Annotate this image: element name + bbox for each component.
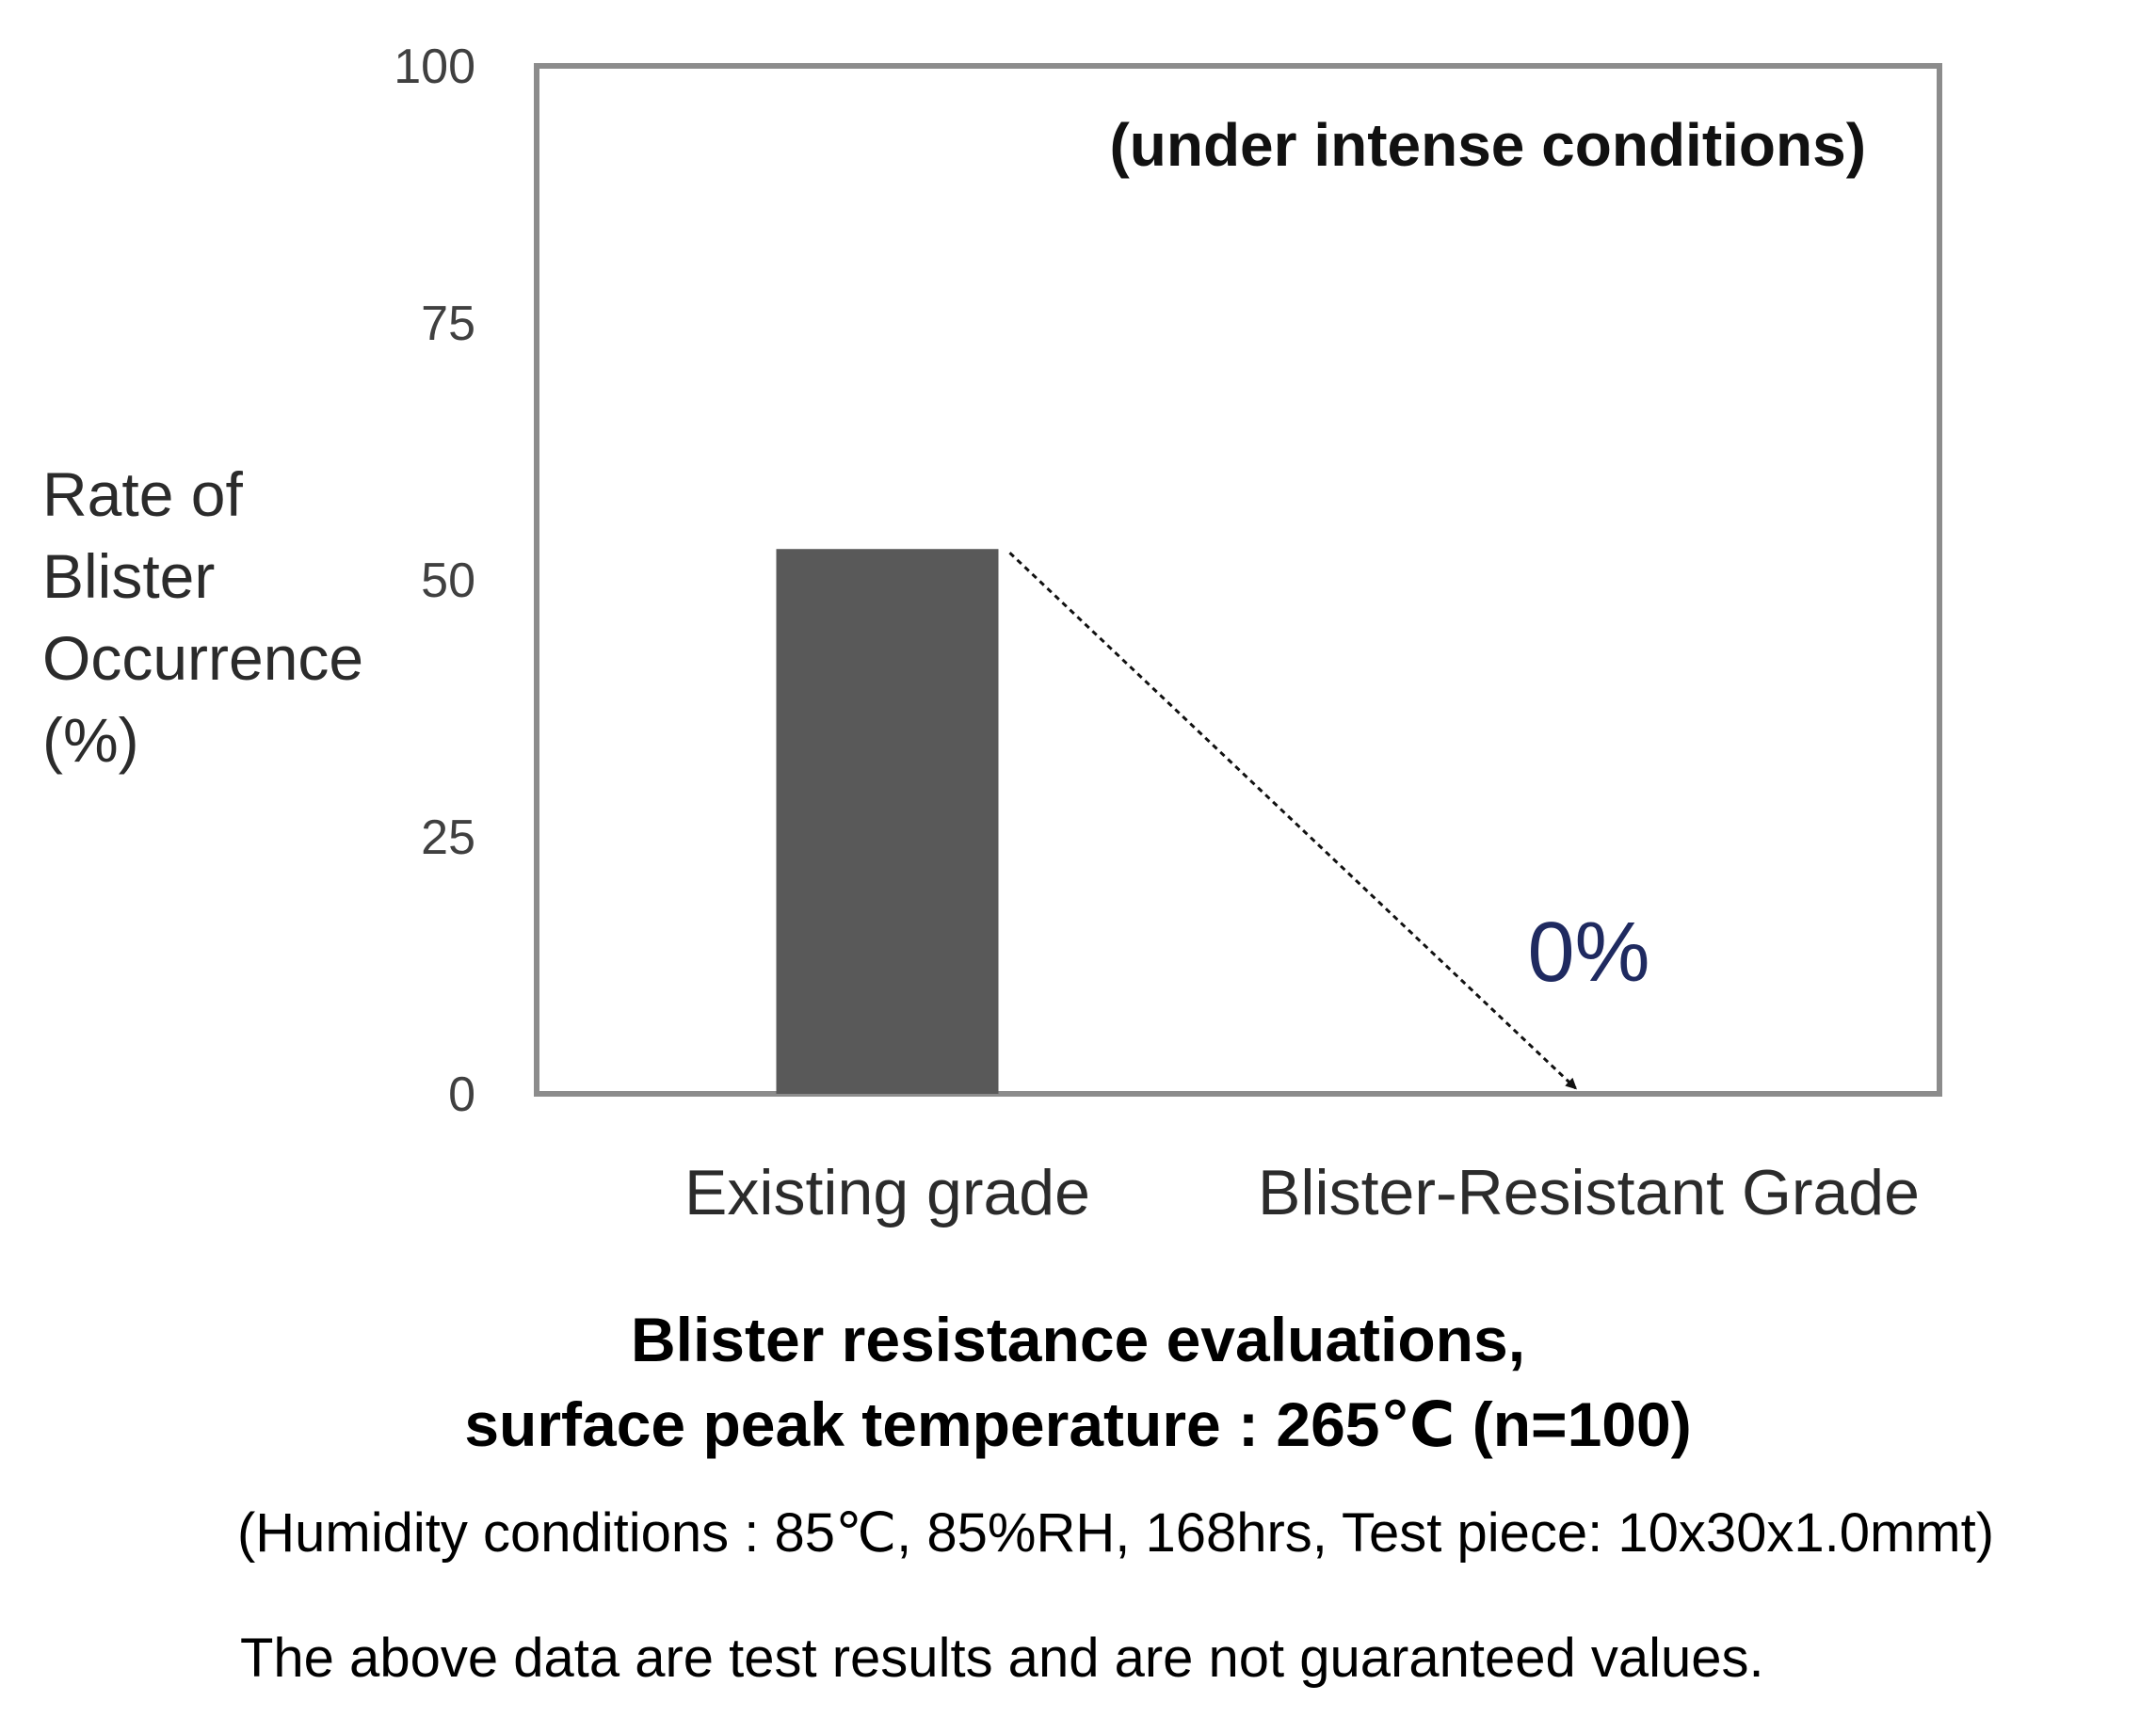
data-labels: 0% [1527, 906, 1649, 1000]
category-labels: Existing grade Blister-Resistant Grade [684, 1157, 1920, 1228]
y-tick-label: 50 [421, 554, 475, 608]
annotation: (under intense conditions) [1109, 111, 1866, 179]
plot-frame [534, 63, 1942, 1097]
y-tick-label: 75 [421, 297, 475, 351]
chart-title: Blister resistance evaluations, surface … [0, 1297, 2156, 1467]
data-label: 0% [1527, 906, 1649, 1000]
y-axis-label: Rate of Blister Occurrence (%) [42, 459, 363, 775]
y-axis-label-line: Blister [42, 541, 215, 611]
category-label: Blister-Resistant Grade [1258, 1157, 1920, 1228]
disclaimer: The above data are test results and are … [240, 1628, 1764, 1689]
category-label: Existing grade [684, 1157, 1090, 1228]
y-axis-label-line: (%) [42, 705, 139, 775]
y-tick-labels: 0 25 50 75 100 [394, 40, 475, 1122]
trend-arrow [1008, 552, 1577, 1090]
y-axis-label-line: Rate of [42, 459, 243, 529]
title-line-1: Blister resistance evaluations, [630, 1305, 1526, 1374]
y-tick-label: 100 [394, 40, 475, 94]
y-tick-label: 25 [421, 810, 475, 865]
y-axis-label-line: Occurrence [42, 623, 363, 693]
title-line-2: surface peak temperature : 265℃ (n=100) [464, 1389, 1692, 1459]
bar [776, 549, 999, 1094]
conditions-note: (Humidity conditions : 85℃, 85%RH, 168hr… [236, 1502, 1995, 1564]
y-tick-label: 0 [448, 1067, 475, 1122]
bars [776, 549, 999, 1094]
